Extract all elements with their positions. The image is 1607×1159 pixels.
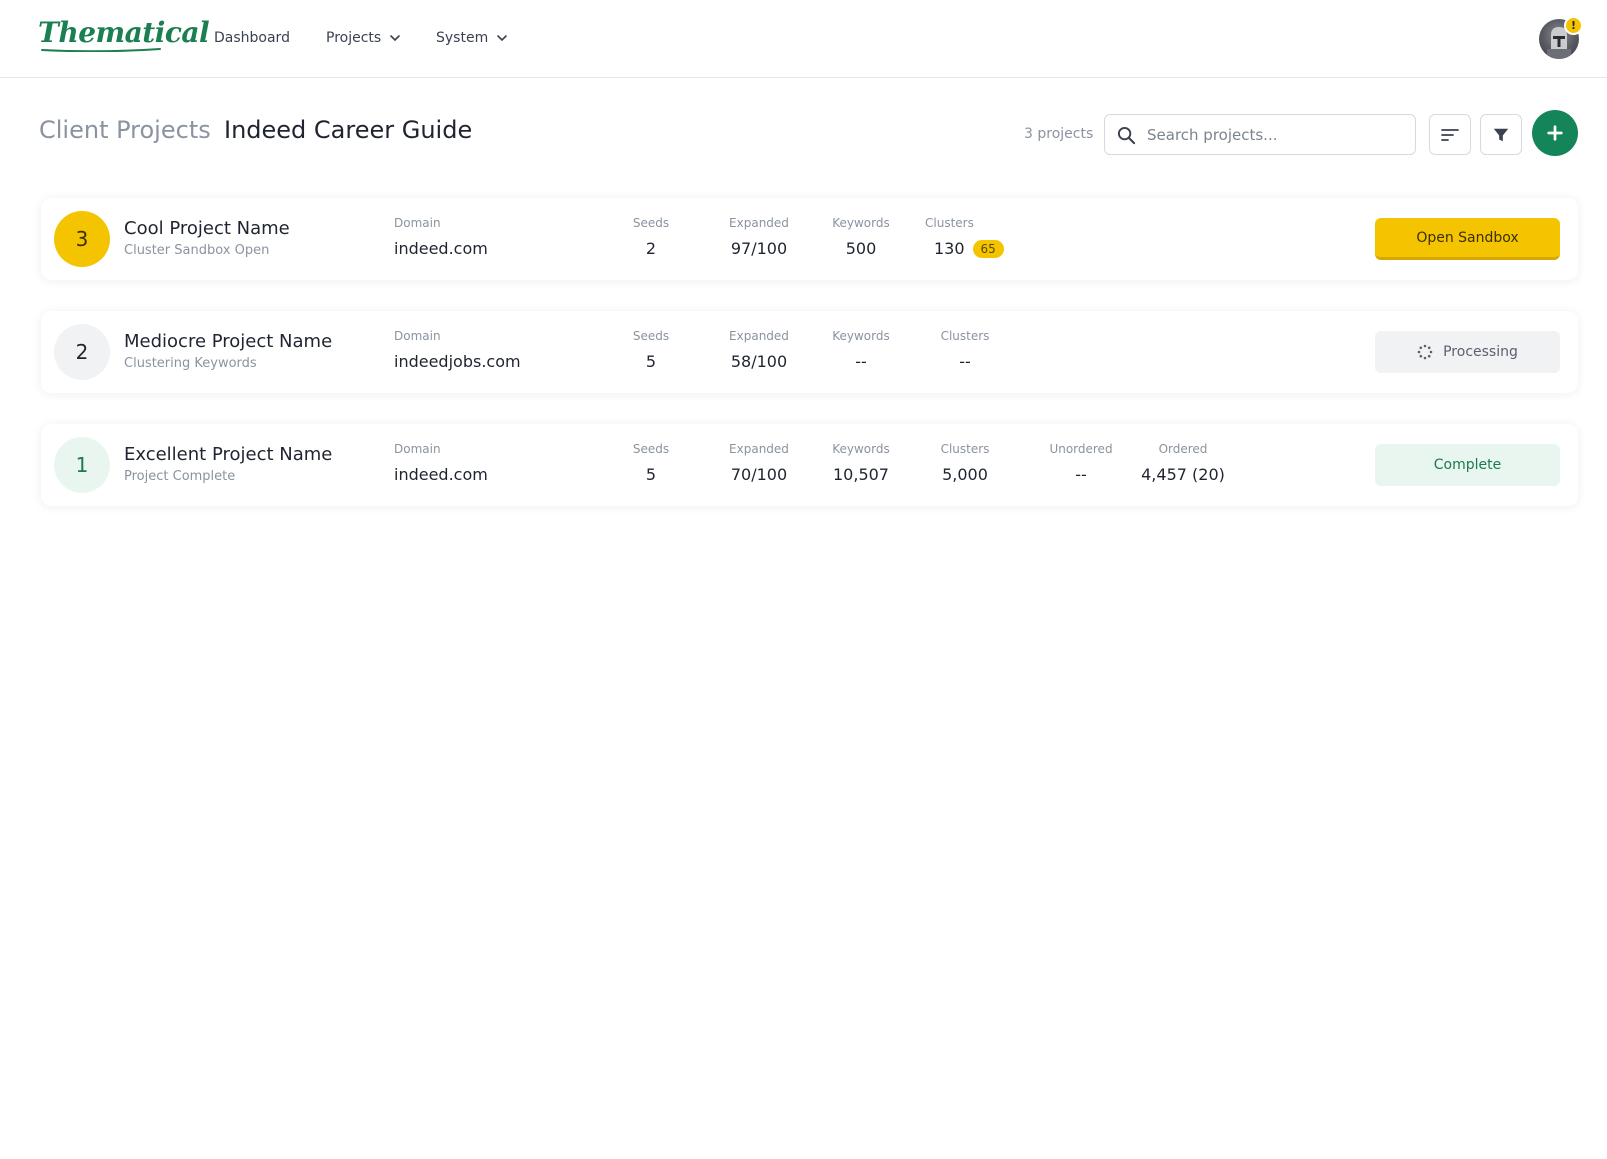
project-name[interactable]: Cool Project Name: [124, 218, 290, 239]
nav-dashboard[interactable]: Dashboard: [214, 30, 290, 46]
seeds-label: Seeds: [632, 216, 670, 230]
sort-lines-icon: [1441, 128, 1459, 141]
chevron-down-icon: [390, 35, 401, 42]
clusters-value: 5,000: [942, 465, 988, 484]
open-sandbox-button[interactable]: Open Sandbox: [1375, 218, 1560, 260]
clusters-label: Clusters: [925, 216, 974, 230]
clusters-label: Clusters: [940, 442, 990, 456]
domain-label: Domain: [394, 442, 441, 456]
project-rank-badge: 2: [54, 324, 110, 380]
keywords-value: --: [855, 352, 867, 371]
search-box[interactable]: [1104, 114, 1416, 155]
expanded-column: Expanded 70/100: [709, 442, 809, 484]
helmet-avatar-icon: [1547, 27, 1571, 59]
logo[interactable]: Thematical: [38, 16, 210, 49]
clusters-column: Clusters 5,000: [915, 442, 1015, 484]
unordered-value: --: [1075, 465, 1087, 484]
notification-badge[interactable]: !: [1564, 16, 1583, 35]
ordered-label: Ordered: [1158, 442, 1208, 456]
chevron-down-icon: [497, 35, 508, 42]
expanded-value: 70/100: [730, 465, 788, 484]
loading-spinner-icon: [1417, 344, 1433, 360]
domain-column: Domain indeed.com: [394, 216, 488, 258]
domain-value: indeed.com: [394, 465, 488, 484]
project-name[interactable]: Mediocre Project Name: [124, 331, 333, 352]
project-rank-badge: 1: [54, 437, 110, 493]
expanded-column: Expanded 58/100: [709, 329, 809, 371]
unordered-column: Unordered --: [1037, 442, 1125, 484]
keywords-column: Keywords 10,507: [811, 442, 911, 484]
page-title: Indeed Career Guide: [224, 116, 473, 144]
project-card[interactable]: 2 Mediocre Project Name Clustering Keywo…: [41, 311, 1578, 393]
sort-button[interactable]: [1429, 114, 1471, 155]
keywords-label: Keywords: [832, 442, 890, 456]
nav-projects-dropdown[interactable]: Projects: [326, 30, 401, 46]
processing-label: Processing: [1443, 344, 1518, 360]
search-input[interactable]: [1147, 115, 1407, 154]
seeds-value: 5: [645, 465, 657, 484]
clusters-label: Clusters: [940, 329, 990, 343]
keywords-column: Keywords 500: [811, 216, 911, 258]
seeds-value: 5: [645, 352, 657, 371]
processing-status-button[interactable]: Processing: [1375, 331, 1560, 373]
add-project-button[interactable]: [1532, 110, 1578, 156]
filter-funnel-icon: [1493, 128, 1509, 141]
complete-label: Complete: [1433, 457, 1502, 473]
expanded-label: Expanded: [729, 442, 789, 456]
nav-dashboard-label: Dashboard: [214, 30, 290, 46]
seeds-label: Seeds: [632, 442, 670, 456]
domain-value: indeed.com: [394, 239, 488, 258]
clusters-count-badge: 65: [972, 239, 1004, 258]
expanded-value: 97/100: [730, 239, 788, 258]
logo-swash-icon: [41, 48, 161, 52]
clusters-value-row: 130 65: [934, 239, 1004, 258]
keywords-value: 10,507: [833, 465, 889, 484]
keywords-label: Keywords: [832, 216, 890, 230]
seeds-column: Seeds 5: [611, 329, 691, 371]
project-status: Project Complete: [124, 469, 236, 484]
project-count: 3 projects: [1024, 126, 1094, 142]
seeds-value: 2: [645, 239, 657, 258]
top-navigation: Thematical Dashboard Projects System !: [0, 0, 1607, 78]
keywords-label: Keywords: [832, 329, 890, 343]
domain-value: indeedjobs.com: [394, 352, 521, 371]
clusters-value: --: [959, 352, 971, 371]
keywords-value: 500: [845, 239, 877, 258]
clusters-column: Clusters --: [915, 329, 1015, 371]
seeds-label: Seeds: [632, 329, 670, 343]
keywords-column: Keywords --: [811, 329, 911, 371]
nav-system-dropdown[interactable]: System: [436, 30, 508, 46]
nav-system-label: System: [436, 30, 489, 46]
plus-icon: [1547, 125, 1563, 141]
domain-label: Domain: [394, 329, 441, 343]
project-name[interactable]: Excellent Project Name: [124, 444, 333, 465]
project-status: Clustering Keywords: [124, 356, 257, 371]
expanded-value: 58/100: [730, 352, 788, 371]
project-card[interactable]: 1 Excellent Project Name Project Complet…: [41, 424, 1578, 506]
ordered-column: Ordered 4,457 (20): [1127, 442, 1239, 484]
complete-status-button[interactable]: Complete: [1375, 444, 1560, 486]
search-icon: [1117, 126, 1136, 145]
project-status: Cluster Sandbox Open: [124, 243, 270, 258]
project-card[interactable]: 3 Cool Project Name Cluster Sandbox Open…: [41, 198, 1578, 280]
seeds-column: Seeds 5: [611, 442, 691, 484]
project-rank-badge: 3: [54, 211, 110, 267]
filter-button[interactable]: [1480, 114, 1522, 155]
expanded-label: Expanded: [729, 329, 789, 343]
domain-column: Domain indeed.com: [394, 442, 488, 484]
domain-label: Domain: [394, 216, 441, 230]
domain-column: Domain indeedjobs.com: [394, 329, 521, 371]
expanded-label: Expanded: [729, 216, 789, 230]
ordered-value: 4,457 (20): [1141, 465, 1225, 484]
breadcrumb-parent[interactable]: Client Projects: [39, 116, 211, 144]
open-sandbox-label: Open Sandbox: [1416, 229, 1519, 246]
clusters-column: Clusters 130 65: [925, 216, 1004, 258]
nav-projects-label: Projects: [326, 30, 382, 46]
expanded-column: Expanded 97/100: [709, 216, 809, 258]
unordered-label: Unordered: [1049, 442, 1113, 456]
clusters-value: 130: [934, 239, 965, 258]
seeds-column: Seeds 2: [611, 216, 691, 258]
